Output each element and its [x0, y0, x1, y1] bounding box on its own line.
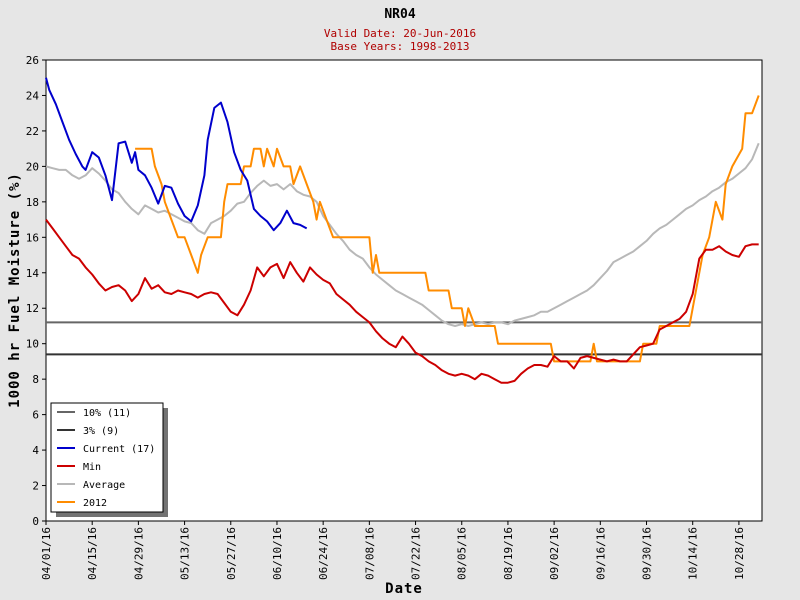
y-tick-label: 8 — [32, 373, 39, 386]
x-axis-label: Date — [385, 581, 423, 597]
x-tick-label: 09/30/16 — [641, 527, 654, 580]
y-tick-label: 18 — [26, 196, 39, 209]
series-line-current-17 — [45, 77, 308, 232]
series-line-average — [45, 142, 760, 327]
x-tick-label: 06/10/16 — [271, 527, 284, 580]
y-tick-label: 2 — [32, 480, 39, 493]
x-tick-label: 04/29/16 — [132, 527, 145, 580]
x-tick-label: 07/22/16 — [410, 527, 423, 580]
legend-label: Average — [83, 480, 125, 491]
y-axis-label: 1000 hr Fuel Moisture (%) — [7, 172, 23, 408]
legend-label: Min — [83, 462, 101, 473]
y-tick-label: 12 — [26, 302, 39, 315]
legend-label: 2012 — [83, 498, 107, 509]
x-axis: 04/01/16 04/15/16 04/29/16 05/13/16 05/27/16… — [40, 521, 746, 580]
y-tick-label: 22 — [26, 125, 39, 138]
x-tick-label: 10/28/16 — [733, 527, 746, 580]
series-line-2012 — [135, 95, 760, 363]
y-tick-label: 6 — [32, 409, 39, 422]
chart-title: NR04 — [384, 7, 415, 22]
series-line-min — [45, 219, 759, 384]
x-tick-label: 07/08/16 — [363, 527, 376, 580]
threshold-lines — [46, 321, 762, 356]
x-tick-label: 08/05/16 — [456, 527, 469, 580]
x-tick-label: 05/13/16 — [179, 527, 192, 580]
legend-box — [50, 402, 164, 513]
x-tick-label: 09/16/16 — [594, 527, 607, 580]
y-tick-label: 16 — [26, 231, 39, 244]
y-tick-label: 26 — [26, 54, 39, 67]
x-tick-label: 04/01/16 — [40, 527, 53, 580]
y-tick-label: 24 — [26, 89, 40, 102]
series-lines — [45, 77, 760, 384]
legend-label: 3% (9) — [83, 426, 119, 437]
y-tick-label: 10 — [26, 338, 39, 351]
y-tick-label: 14 — [26, 267, 40, 280]
chart-subtitle-valid-date: Valid Date: 20-Jun-2016 — [324, 27, 476, 40]
y-tick-label: 20 — [26, 160, 39, 173]
legend-label: Current (17) — [83, 444, 155, 455]
x-tick-label: 05/27/16 — [225, 527, 238, 580]
x-tick-label: 06/24/16 — [317, 527, 330, 580]
x-tick-label: 10/14/16 — [687, 527, 700, 580]
x-tick-label: 08/19/16 — [502, 527, 515, 580]
x-tick-label: 04/15/16 — [86, 527, 99, 580]
chart-subtitle-base-years: Base Years: 1998-2013 — [330, 40, 469, 53]
legend: 10% (11) 3% (9) Current (17) Min Average 2012 — [50, 402, 168, 517]
x-tick-label: 09/02/16 — [548, 527, 561, 580]
y-tick-label: 0 — [32, 515, 39, 528]
legend-label: 10% (11) — [83, 408, 131, 419]
y-tick-label: 4 — [32, 444, 39, 457]
